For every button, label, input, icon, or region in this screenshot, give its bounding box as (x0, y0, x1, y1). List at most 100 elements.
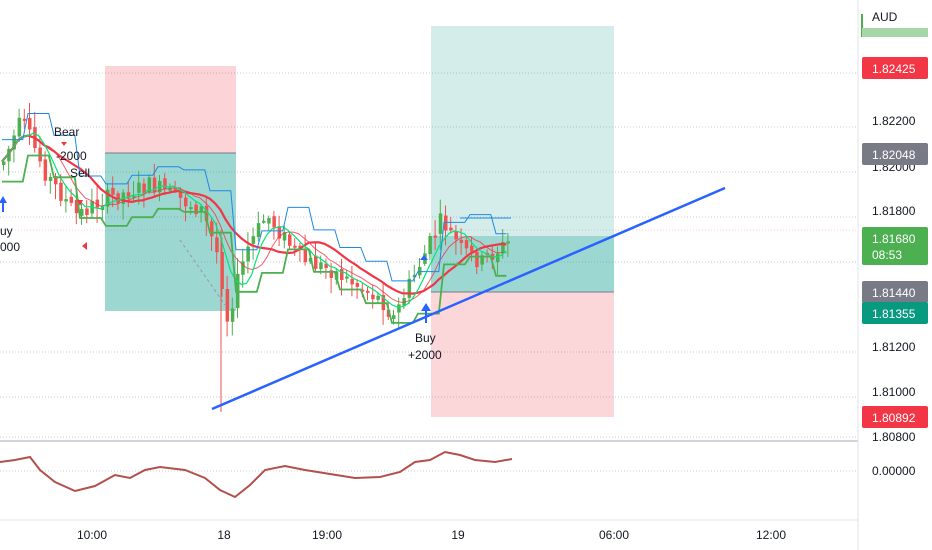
candle-body (38, 147, 42, 162)
projection-line (179, 239, 226, 306)
candle-body (397, 304, 401, 313)
candle-body (475, 251, 479, 268)
candle-body (459, 239, 464, 243)
candle-body (319, 262, 323, 270)
candle-body (22, 118, 27, 121)
candle-body (74, 200, 79, 214)
price-badge-label: 1.82425 (872, 62, 916, 76)
candle-body (54, 176, 58, 185)
candle-body (100, 206, 105, 211)
candle-body (28, 118, 32, 130)
candle-body (168, 187, 172, 191)
candle-body (204, 205, 209, 222)
price-badge: 1.82425 (862, 57, 928, 79)
price-tick: 1.81200 (872, 340, 916, 354)
candle-body (59, 182, 63, 201)
time-tick: 06:00 (599, 528, 629, 542)
trendline (211, 186, 726, 411)
candle-body (85, 208, 89, 215)
candle-body (470, 245, 474, 252)
candle-body (345, 276, 349, 279)
candle-body (277, 226, 282, 239)
last-price-label: 1.81680 (872, 232, 916, 246)
candle-body (438, 213, 443, 234)
price-tick: 1.80800 (872, 430, 916, 444)
sell-label: Sell (70, 166, 90, 180)
candle-body (293, 245, 297, 248)
candle-body (506, 241, 510, 244)
price-badge-label: 1.82048 (872, 148, 916, 162)
candle-body (163, 178, 167, 190)
time-tick: 19:00 (312, 528, 342, 542)
left-buy-size-label: 000 (0, 240, 20, 254)
candle-body (392, 315, 396, 320)
sell-marker-icon (61, 142, 67, 146)
candle-body (126, 192, 131, 199)
candle-body (43, 159, 48, 181)
candle-body (428, 235, 432, 255)
candle-body (48, 177, 53, 181)
candle-body (501, 241, 505, 254)
candle-body (64, 199, 68, 202)
grid-lines (0, 72, 858, 472)
candle-body (267, 218, 271, 224)
candle-body (371, 294, 375, 300)
candle-body (69, 196, 74, 203)
candle-body (215, 237, 219, 253)
candle-body (147, 177, 152, 192)
candle-body (454, 231, 458, 240)
candle-body (282, 232, 287, 241)
oscillator-line-group (0, 450, 513, 499)
price-badge: 1.81440 (862, 281, 928, 303)
candle-body (480, 255, 484, 265)
exit-marker-icon (82, 242, 87, 250)
candle-body (449, 227, 453, 231)
candle-body (329, 270, 334, 278)
candle-body (106, 189, 110, 207)
candle-body (152, 177, 157, 193)
candle-body (184, 197, 188, 207)
time-tick: 12:00 (756, 528, 786, 542)
countdown-label: 08:53 (872, 248, 902, 262)
price-axis[interactable]: AUD 1.82200 1.82000 1.81800 1.81200 1.81… (861, 10, 928, 478)
price-tick: 1.81800 (872, 204, 916, 218)
time-tick: 10:00 (77, 528, 107, 542)
price-tick: 1.82200 (872, 114, 916, 128)
candle-body (251, 236, 256, 244)
price-pane[interactable] (0, 0, 858, 440)
candle-body (142, 183, 146, 194)
price-badge: 1.80892 (862, 406, 928, 428)
candle-body (355, 283, 360, 287)
time-axis[interactable]: 10:00 18 19:00 19 06:00 12:00 (77, 528, 786, 542)
long-target-zone (431, 26, 614, 236)
candle-body (194, 204, 198, 215)
candle-body (7, 148, 11, 162)
candle-body (12, 135, 16, 150)
trendline-group[interactable] (211, 186, 726, 411)
currency-badge-top (862, 28, 928, 37)
candle-body (230, 308, 235, 322)
candle-body (80, 208, 84, 216)
candle-body (464, 240, 469, 249)
currency-label: AUD (872, 10, 898, 24)
candle-body (412, 274, 417, 278)
candle-body (95, 199, 100, 208)
candle-body (111, 187, 115, 195)
candle-body (246, 246, 250, 262)
candle-body (340, 269, 344, 281)
candle-body (262, 220, 266, 223)
sell-size-label: -2000 (56, 149, 87, 163)
price-badge-label: 1.81440 (872, 286, 916, 300)
candle-body (366, 290, 370, 293)
support-band-line (2, 154, 507, 324)
candle-body (444, 215, 448, 231)
buy-label: Buy (415, 331, 436, 345)
candle-body (220, 251, 224, 289)
price-badge: 1.81355 (862, 302, 928, 324)
oscillator-pane[interactable] (0, 443, 858, 520)
candle-body (132, 195, 136, 198)
candle-body (496, 253, 500, 263)
oscillator-line (0, 450, 513, 499)
candle-body (433, 235, 438, 238)
